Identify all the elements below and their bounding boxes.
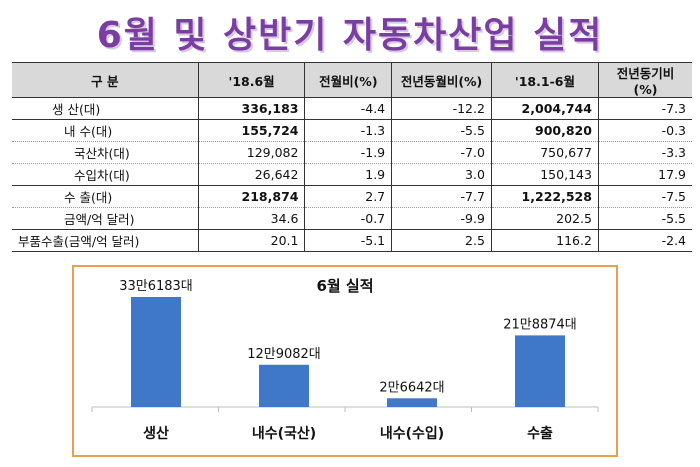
cell: 150,143 [490,163,599,186]
cell: 218,874 [197,185,305,208]
row-label-export-amount: 금액/억 달러) [12,207,199,230]
cell: -5.1 [304,229,392,252]
category-label-0: 생산 [143,425,169,442]
cell: 20.1 [197,229,305,252]
cell: -9.9 [391,207,492,230]
data-label-3: 21만8874대 [503,317,577,332]
col-header-june: '18.6월 [197,62,305,98]
cell: -1.3 [304,119,392,142]
cell: 1.9 [304,163,392,186]
cell: 17.9 [597,163,692,186]
table-row: 내 수(대) 155,724 -1.3 -5.5 900,820 -0.3 [12,119,692,142]
cell: -5.5 [597,207,692,230]
stats-table: 구 분 '18.6월 전월비(%) 전년동월비(%) '18.1-6월 전년동기… [12,62,692,252]
bar-0 [131,297,181,407]
cell: 900,820 [490,119,599,142]
category-label-3: 수출 [527,425,553,442]
cell: -7.3 [597,97,692,120]
table-row: 수 출(대) 218,874 2.7 -7.7 1,222,528 -7.5 [12,185,692,208]
category-label-2: 내수(수입) [380,426,444,442]
col-header-mom: 전월비(%) [304,62,392,98]
cell: 26,642 [197,163,305,186]
col-header-h1: '18.1-6월 [490,62,599,98]
cell: 750,677 [490,141,599,164]
cell: -7.5 [597,185,692,208]
cell: 1,222,528 [490,185,599,208]
data-label-2: 2만6642대 [379,380,444,395]
row-label-parts-export: 부품수출(금액/억 달러) [12,229,199,252]
table-row: 생 산(대) 336,183 -4.4 -12.2 2,004,744 -7.3 [12,97,692,120]
data-label-0: 33만6183대 [119,279,193,294]
category-label-1: 내수(국산) [252,425,316,442]
table-row: 수입차(대) 26,642 1.9 3.0 150,143 17.9 [12,163,692,186]
table-header-row: 구 분 '18.6월 전월비(%) 전년동월비(%) '18.1-6월 전년동기… [12,62,692,98]
col-header-category: 구 분 [12,62,199,98]
cell: 3.0 [391,163,492,186]
cell: -0.3 [597,119,692,142]
cell: 2,004,744 [490,97,599,120]
cell: 336,183 [197,97,305,120]
page-title: 6월 및 상반기 자동차산업 실적 [96,15,604,56]
cell: 129,082 [197,141,305,164]
table-row: 부품수출(금액/억 달러) 20.1 -5.1 2.5 116.2 -2.4 [12,229,692,252]
cell: 2.5 [391,229,492,252]
row-label-production: 생 산(대) [12,97,199,120]
cell: -12.2 [391,97,492,120]
bar-3 [515,335,565,407]
cell: -7.7 [391,185,492,208]
cell: 116.2 [490,229,599,252]
cell: -0.7 [304,207,392,230]
row-label-domestic-cars: 국산차(대) [12,141,199,164]
cell: 2.7 [304,185,392,208]
cell: 155,724 [197,119,305,142]
cell: -3.3 [597,141,692,164]
cell: -2.4 [597,229,692,252]
cell: 34.6 [197,207,305,230]
cell: -5.5 [391,119,492,142]
cell: -7.0 [391,141,492,164]
cell: 202.5 [490,207,599,230]
row-label-imported-cars: 수입차(대) [12,163,199,186]
table-row: 금액/억 달러) 34.6 -0.7 -9.9 202.5 -5.5 [12,207,692,230]
col-header-yoy-month: 전년동월비(%) [391,62,492,98]
cell: -4.4 [304,97,392,120]
row-label-domestic: 내 수(대) [12,119,199,142]
bar-1 [259,364,309,407]
table-row: 국산차(대) 129,082 -1.9 -7.0 750,677 -3.3 [12,141,692,164]
data-label-1: 12만9082대 [247,347,321,362]
col-header-yoy-period: 전년동기비(%) [597,62,692,98]
bar-2 [387,398,437,407]
chart-title: 6월 실적 [316,277,373,295]
row-label-export: 수 출(대) [12,185,199,208]
cell: -1.9 [304,141,392,164]
